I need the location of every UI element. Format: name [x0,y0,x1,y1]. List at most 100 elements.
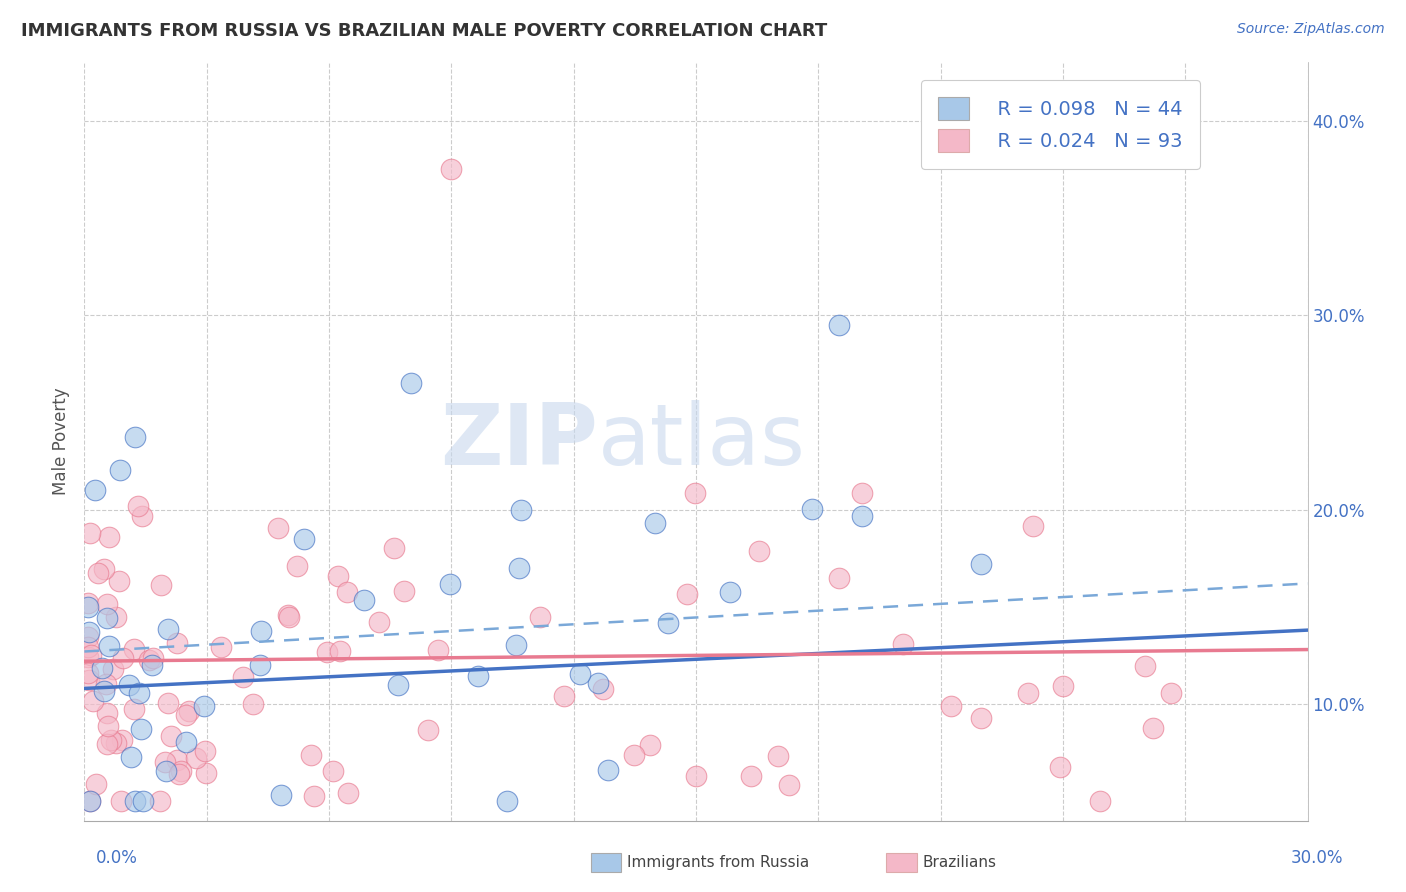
Point [1160,686,1182,700]
Point [1133,659,1156,673]
Point [96,597,118,611]
Point [79,794,101,808]
Point [495,794,517,808]
Point [1022,519,1045,533]
Point [322,764,344,778]
Point [124,642,146,657]
Text: 0.0%: 0.0% [96,849,138,867]
Point [167,767,190,781]
Point [277,610,299,624]
Point [851,508,873,523]
Point [718,584,741,599]
Point [128,686,150,700]
Point [91,661,114,675]
Point [1049,760,1071,774]
Point [160,729,183,743]
Point [209,640,232,655]
Point [675,587,697,601]
Point [828,571,851,585]
Point [328,568,350,582]
Text: ZIP: ZIP [440,400,598,483]
Point [1090,794,1112,808]
Point [83,483,105,498]
Text: IMMIGRANTS FROM RUSSIA VS BRAZILIAN MALE POVERTY CORRELATION CHART: IMMIGRANTS FROM RUSSIA VS BRAZILIAN MALE… [21,22,827,40]
Point [267,521,290,535]
Point [568,667,591,681]
Point [79,625,101,640]
Point [249,624,271,638]
Point [142,651,165,665]
Point [1142,721,1164,735]
Point [285,559,308,574]
Point [1017,685,1039,699]
Point [851,486,873,500]
Point [766,749,789,764]
Point [800,502,823,516]
Point [93,684,115,698]
Point [970,557,993,571]
Point [80,648,103,662]
Point [270,788,292,802]
Point [440,162,463,177]
Point [97,530,120,544]
Point [156,622,179,636]
Point [77,650,100,665]
Text: Source: ZipAtlas.com: Source: ZipAtlas.com [1237,22,1385,37]
Point [249,658,271,673]
Point [77,630,100,644]
Point [685,769,707,783]
Point [98,639,121,653]
Point [329,644,352,658]
Text: Brazilians: Brazilians [922,855,997,870]
Point [86,777,108,791]
Point [367,615,389,629]
Point [111,733,134,747]
Point [100,732,122,747]
Point [893,637,915,651]
Point [120,750,142,764]
Point [117,678,139,692]
Point [193,699,215,714]
Point [186,751,208,765]
Point [508,561,530,575]
Point [79,525,101,540]
Point [382,541,405,555]
Point [505,638,527,652]
Point [657,616,679,631]
Point [553,690,575,704]
Point [336,585,359,599]
Point [740,769,762,783]
Point [299,747,322,762]
Point [1052,679,1074,693]
Point [138,653,160,667]
Point [112,651,135,665]
Point [747,543,769,558]
Legend:   R = 0.098   N = 44,   R = 0.024   N = 93: R = 0.098 N = 44, R = 0.024 N = 93 [921,79,1199,169]
Point [124,794,146,808]
Point [294,533,316,547]
Point [96,611,118,625]
Point [82,694,104,708]
Point [77,596,100,610]
Point [427,643,450,657]
Point [166,636,188,650]
Point [77,673,100,687]
Point [103,662,125,676]
Point [96,706,118,720]
Point [155,764,177,779]
Point [141,657,163,672]
Point [93,562,115,576]
Point [387,677,409,691]
Point [97,719,120,733]
Text: atlas: atlas [598,400,806,483]
Point [77,666,100,681]
Point [939,699,962,714]
Point [110,794,132,808]
Point [828,318,851,332]
Point [166,753,188,767]
Point [439,577,461,591]
Point [129,722,152,736]
Y-axis label: Male Poverty: Male Poverty [52,388,70,495]
Point [195,766,218,780]
Point [132,794,155,808]
